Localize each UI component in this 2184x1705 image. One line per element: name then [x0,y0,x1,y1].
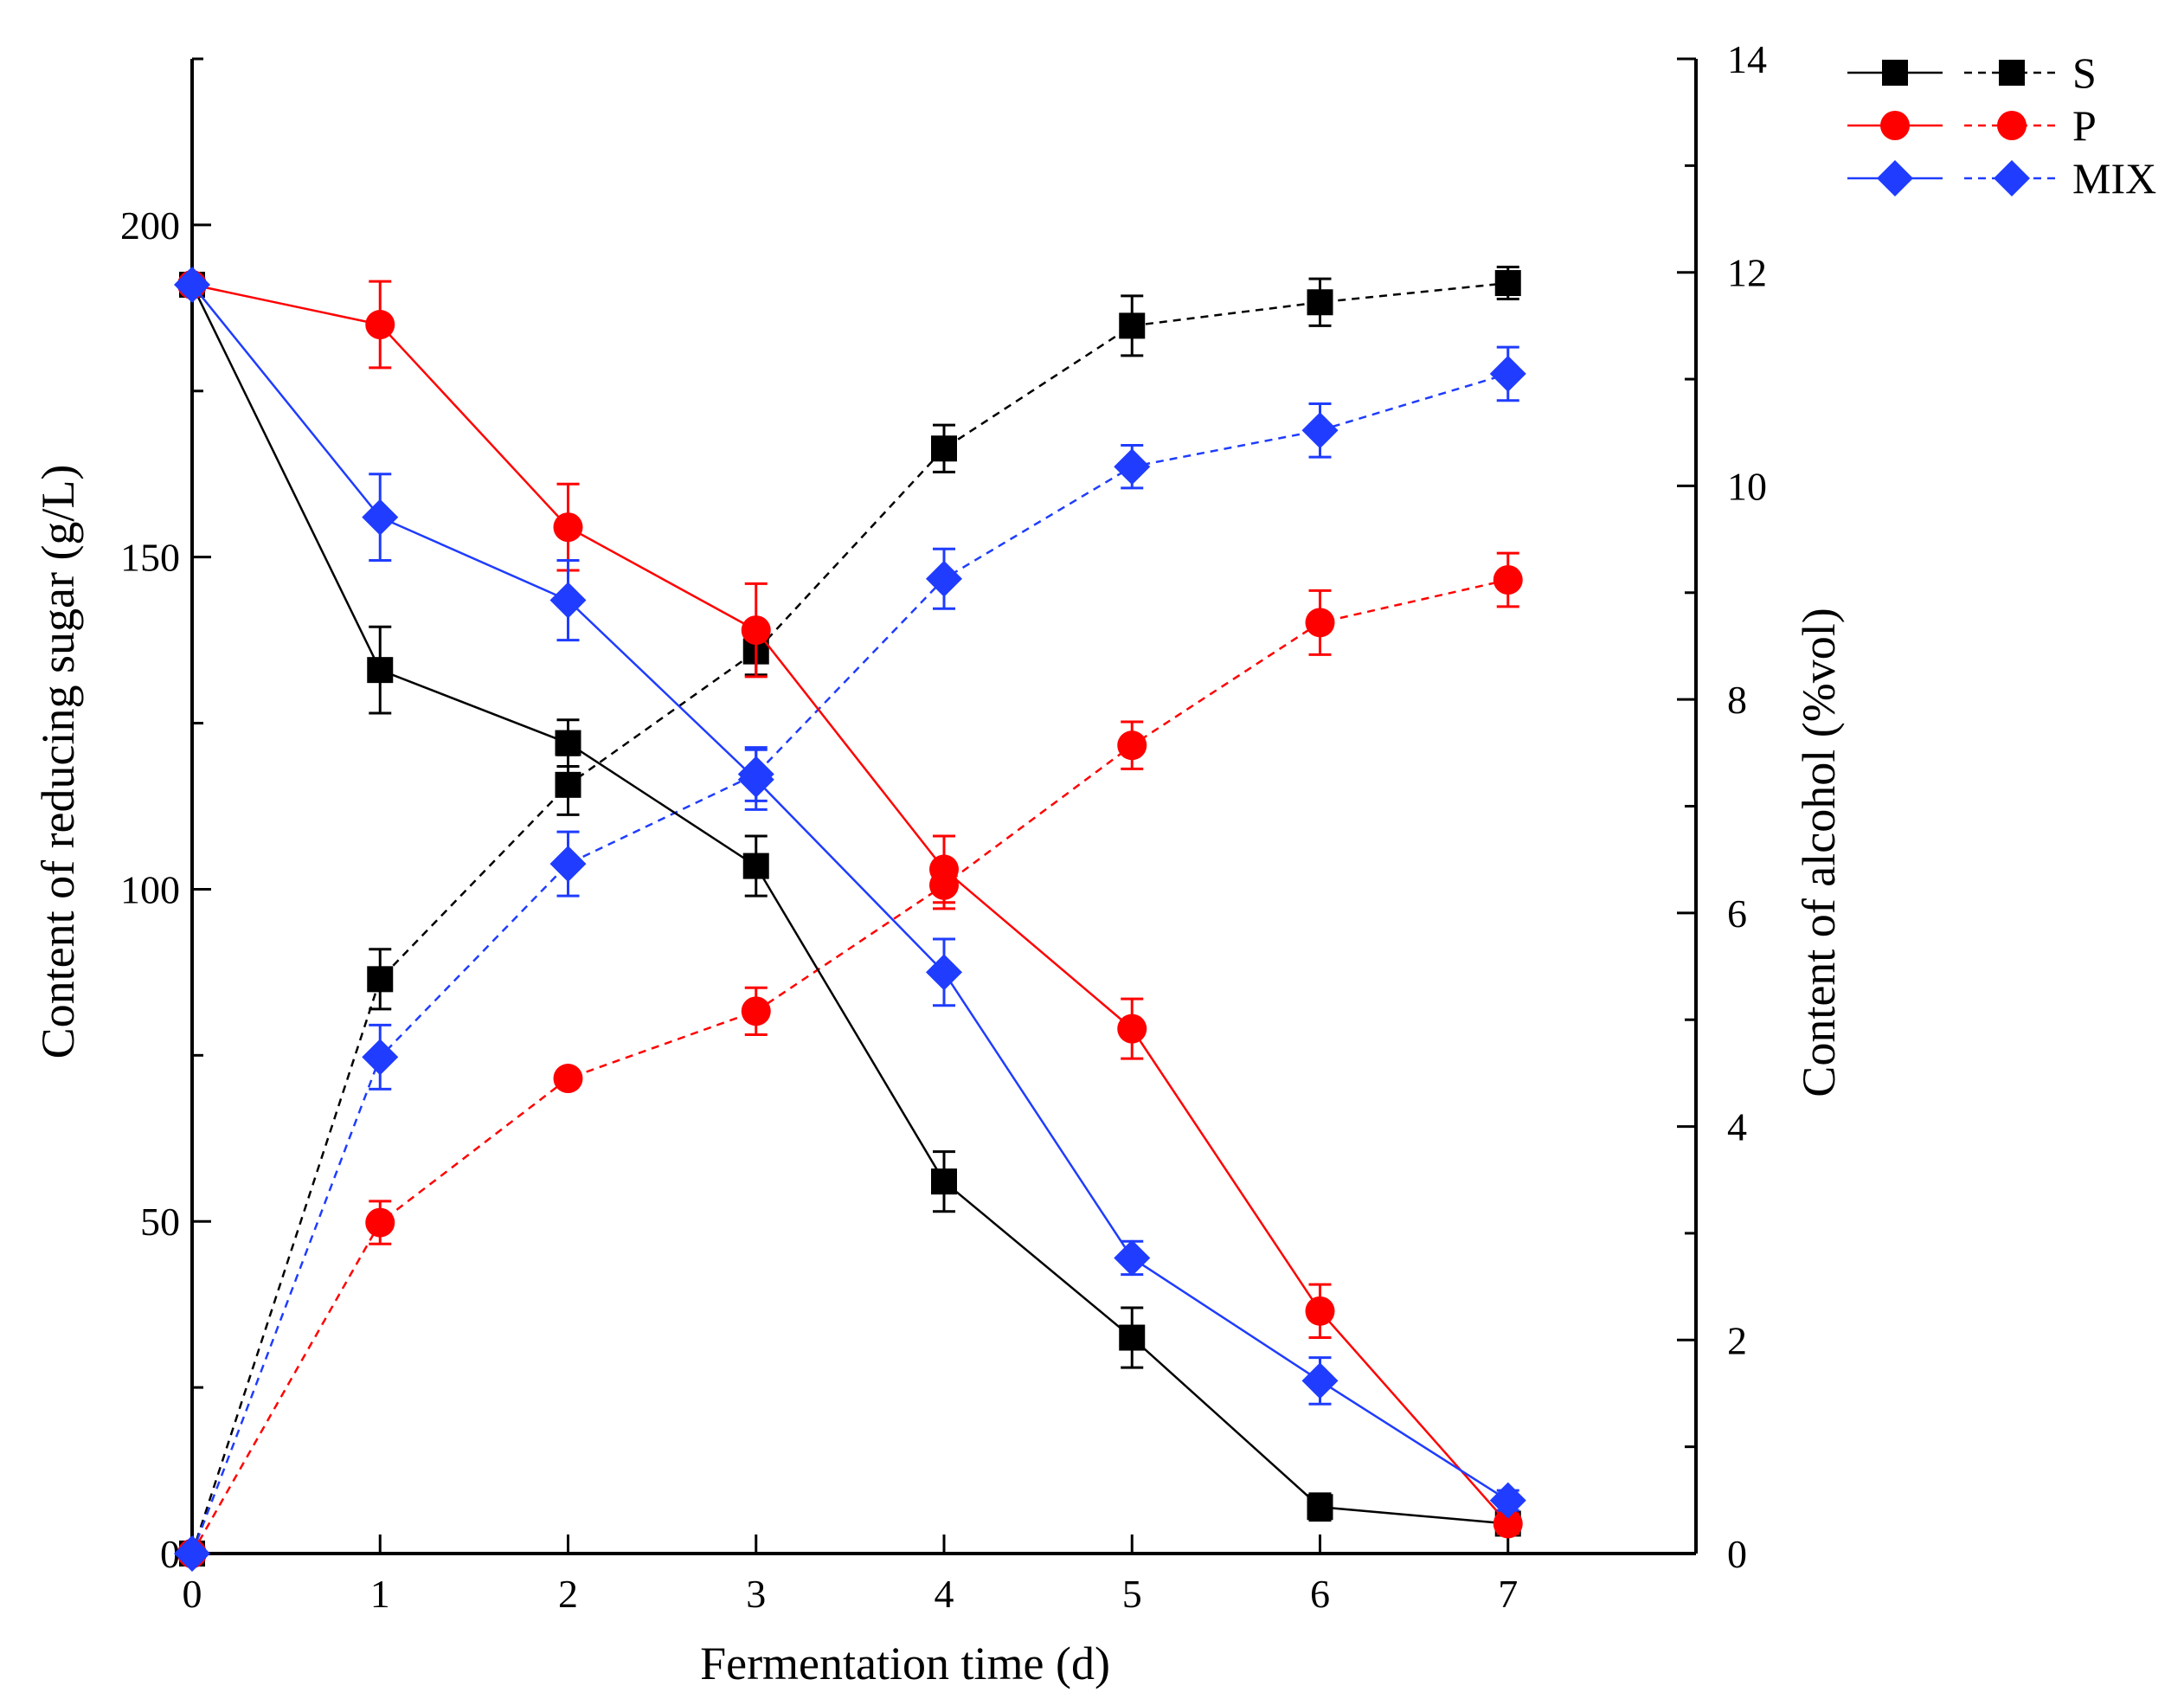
series-mix-alcohol-point [549,846,587,883]
x-tick-label: 0 [183,1572,202,1616]
left-y-tick-label: 50 [140,1200,180,1244]
right-y-tick-label: 4 [1727,1105,1747,1149]
series-p-sugar-point [553,512,583,543]
right-y-tick-label: 2 [1727,1318,1747,1362]
series-s-alcohol [179,266,1521,1567]
series-s-sugar-line [190,284,1508,1525]
series-p-alcohol-point [1117,730,1147,761]
x-axis-title: Fermentation time (d) [700,1637,1110,1689]
legend-marker-solid [1877,160,1913,196]
series-p-sugar-point [1493,1509,1523,1539]
x-tick-label: 2 [558,1572,578,1616]
series-p-sugar-point [1305,1296,1335,1326]
series-s-sugar-point [1119,1324,1146,1351]
left-y-tick-label: 200 [120,203,180,248]
x-tick-label: 6 [1310,1572,1330,1616]
legend-label: MIX [2072,154,2156,203]
right-y-axis-ticks: 0 2 4 6 8 10 12 14 [1677,37,1767,1576]
series-p-alcohol-point [553,1064,583,1094]
series-s-alcohol-point [555,771,581,798]
legend-marker-solid [1880,111,1910,140]
x-tick-label: 3 [746,1572,766,1616]
series-s-sugar-point [931,1168,957,1195]
left-y-axis-title: Content of reducing sugar (g/L) [32,465,84,1059]
series-mix-sugar-point [737,761,774,798]
series-p-sugar-point [1117,1013,1147,1044]
series-mix-alcohol-point [1114,448,1151,486]
series-s-alcohol-point [367,966,394,993]
series-mix-sugar-point [1489,1482,1526,1519]
series-s-alcohol-point [1119,312,1146,339]
right-y-tick-label: 0 [1727,1532,1747,1576]
series-s-alcohol-point [931,435,957,462]
series-p-alcohol-point [365,1207,395,1238]
series-mix-alcohol-point [1489,355,1526,392]
legend-marker-dashed [1997,111,2027,140]
series-mix-sugar-point [549,582,587,619]
right-y-axis-title: Content of alcohol (%vol) [1793,608,1845,1097]
series-s-alcohol-point [1494,270,1521,297]
series-p-sugar-point [741,615,771,646]
series-p-sugar-point [365,310,395,340]
series-s-sugar-point [742,852,769,879]
series-mix-sugar-point [1114,1239,1151,1277]
series-s-sugar-point [555,730,581,756]
series-p-alcohol-point [1493,564,1523,595]
series-mix-alcohol-point [174,1535,210,1572]
left-y-tick-label: 150 [120,536,180,580]
x-tick-label: 5 [1122,1572,1142,1616]
series-mix-alcohol-point [926,560,962,597]
x-tick-label: 7 [1498,1572,1518,1616]
right-y-tick-label: 8 [1727,678,1747,722]
axes-frame [190,59,1698,1555]
legend-item-mix: MIX [1847,154,2156,203]
legend-item-p: P [1847,101,2097,150]
series-p-alcohol-line [190,578,1509,1554]
x-axis-ticks: 0 1 2 3 4 5 6 7 [183,1534,1518,1616]
series-p-alcohol-point [1305,608,1335,638]
x-tick-label: 1 [370,1572,390,1616]
series-p-sugar-point [929,854,959,885]
series-s-alcohol-point [1307,289,1333,316]
legend-label: S [2072,48,2097,97]
legend-marker-dashed [1994,160,2030,196]
series-mix-sugar-point [1301,1362,1339,1399]
series-mix-alcohol-point [362,1039,399,1076]
left-y-tick-label: 100 [120,867,180,911]
series-p-sugar-line [191,283,1509,1525]
left-y-axis-ticks: 0 50 100 150 200 [120,57,211,1576]
legend-marker-solid [1882,60,1908,86]
series-s-sugar [179,271,1521,1537]
plot-area [174,266,1526,1572]
legend-item-s: S [1847,48,2097,97]
legend-marker-dashed [1999,60,2025,86]
x-tick-label: 4 [935,1572,954,1616]
series-mix-sugar-line [191,284,1509,1502]
series-s-sugar-point [367,657,394,684]
series-mix-sugar-point [174,266,210,303]
series-mix-sugar-point [926,954,962,991]
series-p-alcohol-point [741,996,771,1026]
right-y-tick-label: 10 [1727,464,1767,508]
right-y-tick-label: 6 [1727,891,1747,936]
left-y-tick-label: 0 [160,1532,180,1576]
series-mix-sugar-point [362,499,399,536]
series-p-sugar [177,269,1523,1539]
series-mix-alcohol-point [1301,412,1339,449]
right-y-tick-label: 14 [1727,37,1767,81]
right-y-tick-label: 12 [1727,251,1767,295]
legend-label: P [2072,101,2097,150]
series-mix-sugar [174,266,1526,1519]
series-s-alcohol-line [190,281,1508,1554]
series-s-sugar-point [1307,1494,1333,1521]
